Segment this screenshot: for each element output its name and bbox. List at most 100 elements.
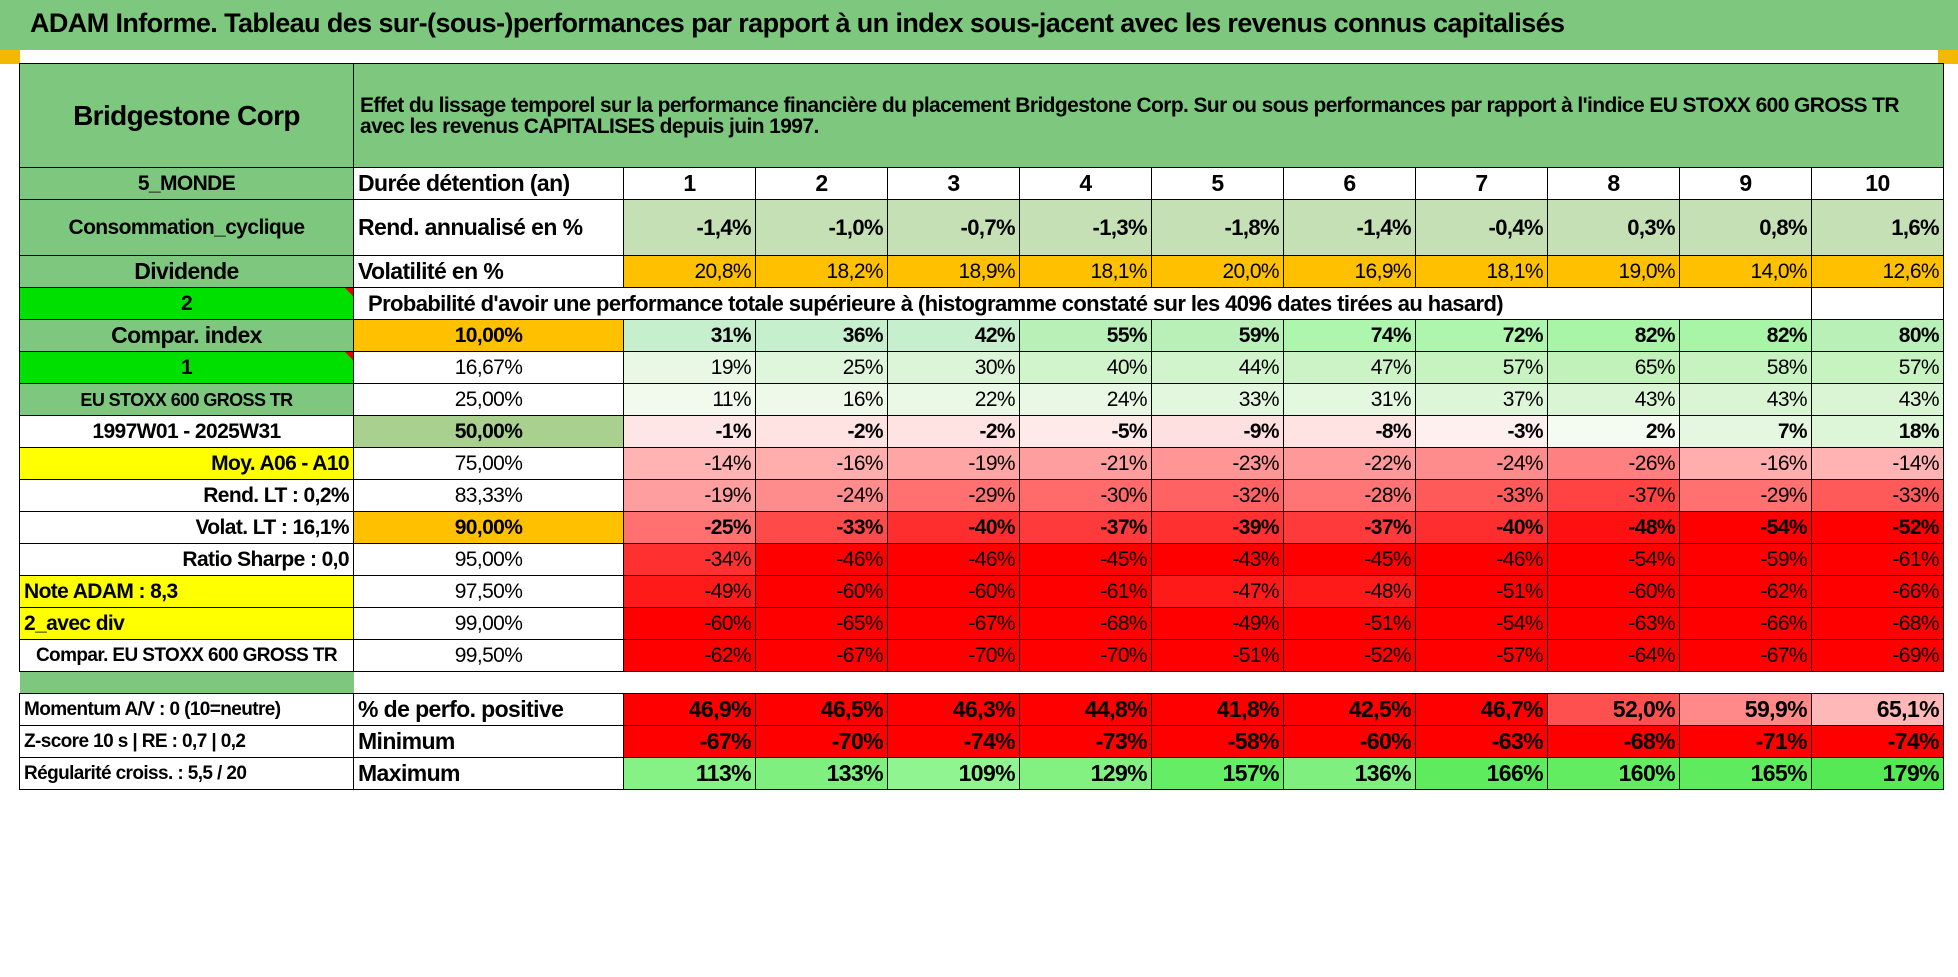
value-cell: -24% (1415, 447, 1548, 480)
value-cell: -60% (1547, 575, 1680, 608)
value-cell: 22% (887, 383, 1020, 416)
stats-left-label: Z-score 10 s | RE : 0,7 | 0,2 (19, 725, 354, 758)
value-cell: -22% (1283, 447, 1416, 480)
value-cell: -32% (1151, 479, 1284, 512)
corner-marker-left (0, 50, 20, 64)
value-cell: -60% (623, 607, 756, 640)
header-description: Effet du lissage temporel sur la perform… (353, 63, 1944, 168)
table-row: Note ADAM : 8,3 97,50% -49% -60% -60% -61% -47… (19, 575, 1944, 608)
value-cell: -3% (1415, 415, 1548, 448)
value-cell: -2% (755, 415, 888, 448)
value-cell: 20,8% (623, 255, 756, 288)
value-cell: -62% (623, 639, 756, 672)
value-cell: 65% (1547, 351, 1680, 384)
value-cell: 47% (1283, 351, 1416, 384)
value-cell: -16% (1679, 447, 1812, 480)
row-left-label: 1997W01 - 2025W31 (19, 415, 354, 448)
value-cell: 82% (1679, 319, 1812, 352)
probability-caption: Probabilité d'avoir une performance tota… (353, 287, 1812, 320)
value-cell: 44% (1151, 351, 1284, 384)
value-cell: 59,9% (1679, 693, 1812, 726)
row-label: 99,00% (353, 607, 624, 640)
value-cell: -25% (623, 511, 756, 544)
value-cell: -67% (623, 725, 756, 758)
row-label: 90,00% (353, 511, 624, 544)
row-left-label: 1 (19, 351, 354, 384)
value-cell: -33% (755, 511, 888, 544)
value-cell: -40% (887, 511, 1020, 544)
value-cell: 0,3% (1547, 199, 1680, 256)
value-cell: -46% (887, 543, 1020, 576)
value-cell: 65,1% (1811, 693, 1944, 726)
value-cell: 57% (1811, 351, 1944, 384)
value-cell: 133% (755, 757, 888, 790)
value-cell: -21% (1019, 447, 1152, 480)
value-cell: 58% (1679, 351, 1812, 384)
table-row: 2 Probabilité d'avoir une performance tot… (19, 287, 1944, 320)
value-cell: 8 (1547, 167, 1680, 200)
value-cell: -2% (887, 415, 1020, 448)
value-cell: -70% (887, 639, 1020, 672)
gap-cell-white (353, 671, 1944, 694)
row-label: Volatilité en % (353, 255, 624, 288)
row-label: 75,00% (353, 447, 624, 480)
value-cell: 136% (1283, 757, 1416, 790)
value-cell: -19% (887, 447, 1020, 480)
value-cell: -48% (1547, 511, 1680, 544)
performance-table: Bridgestone Corp Effet du lissage tempore… (19, 63, 1944, 790)
value-cell: -0,7% (887, 199, 1020, 256)
value-cell: 10 (1811, 167, 1944, 200)
value-cell: 129% (1019, 757, 1152, 790)
value-cell: -70% (1019, 639, 1152, 672)
value-cell: 82% (1547, 319, 1680, 352)
value-cell: -51% (1151, 639, 1284, 672)
value-cell: 16% (755, 383, 888, 416)
value-cell: -51% (1283, 607, 1416, 640)
value-cell: -43% (1151, 543, 1284, 576)
value-cell: -61% (1811, 543, 1944, 576)
value-cell: -59% (1679, 543, 1812, 576)
value-cell: 12,6% (1811, 255, 1944, 288)
row-left-label: 2_avec div (19, 607, 354, 640)
value-cell: -30% (1019, 479, 1152, 512)
value-cell: 6 (1283, 167, 1416, 200)
row-left-label: Note ADAM : 8,3 (19, 575, 354, 608)
value-cell: -23% (1151, 447, 1284, 480)
value-cell: 25% (755, 351, 888, 384)
value-cell: 113% (623, 757, 756, 790)
value-cell: 43% (1811, 383, 1944, 416)
stats-row: Régularité croiss. : 5,5 / 20 Maximum 113%… (19, 757, 1944, 790)
value-cell: 165% (1679, 757, 1812, 790)
gap-row (19, 671, 1944, 694)
value-cell: 157% (1151, 757, 1284, 790)
value-cell: -67% (887, 607, 1020, 640)
value-cell: -61% (1019, 575, 1152, 608)
value-cell: 18,1% (1415, 255, 1548, 288)
value-cell: -60% (755, 575, 888, 608)
table-row: 5_MONDE Durée détention (an) 1 2 3 4 5 6 7 8 9 10 (19, 167, 1944, 200)
row-left-label: Dividende (19, 255, 354, 288)
value-cell: -68% (1811, 607, 1944, 640)
value-cell: -14% (623, 447, 756, 480)
value-cell: -28% (1283, 479, 1416, 512)
value-cell: -37% (1547, 479, 1680, 512)
stats-left-label: Momentum A/V : 0 (10=neutre) (19, 693, 354, 726)
table-row: Ratio Sharpe : 0,0 95,00% -34% -46% -46% -45%… (19, 543, 1944, 576)
row-left-label: Ratio Sharpe : 0,0 (19, 543, 354, 576)
row-label: 50,00% (353, 415, 624, 448)
value-cell: 7 (1415, 167, 1548, 200)
value-cell: -71% (1679, 725, 1812, 758)
row-label: 16,67% (353, 351, 624, 384)
table-row: 1997W01 - 2025W31 50,00% -1% -2% -2% -5% -9% -8… (19, 415, 1944, 448)
value-cell: -1,3% (1019, 199, 1152, 256)
table-row: Dividende Volatilité en % 20,8% 18,2% 18,9% 1… (19, 255, 1944, 288)
value-cell: 109% (887, 757, 1020, 790)
value-cell: 11% (623, 383, 756, 416)
company-name: Bridgestone Corp (19, 63, 354, 168)
value-cell: 33% (1151, 383, 1284, 416)
value-cell: 18,9% (887, 255, 1020, 288)
value-cell: -47% (1151, 575, 1284, 608)
row-label: 99,50% (353, 639, 624, 672)
row-left-label: 5_MONDE (19, 167, 354, 200)
value-cell: -54% (1415, 607, 1548, 640)
